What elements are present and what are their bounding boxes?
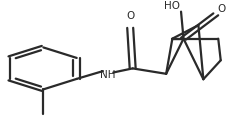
Text: O: O — [217, 4, 225, 14]
Text: O: O — [126, 11, 134, 21]
Text: NH: NH — [100, 70, 116, 80]
Text: HO: HO — [164, 1, 180, 11]
